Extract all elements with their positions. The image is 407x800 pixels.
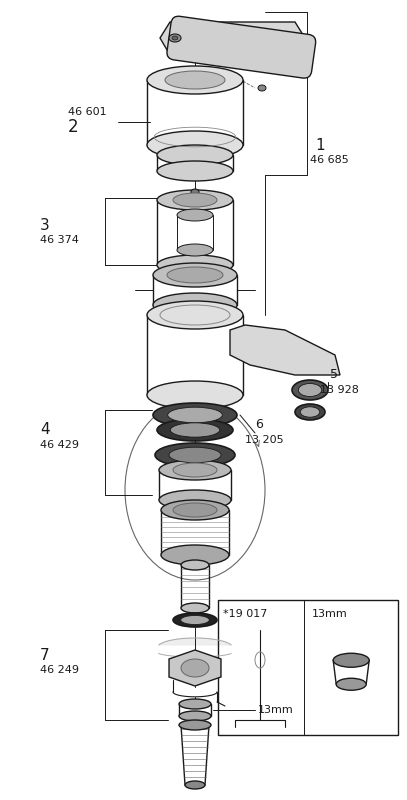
Ellipse shape [147, 381, 243, 409]
Ellipse shape [258, 85, 266, 91]
Ellipse shape [147, 131, 243, 159]
FancyBboxPatch shape [167, 16, 316, 78]
Text: 13 205: 13 205 [245, 435, 284, 445]
Ellipse shape [153, 293, 237, 317]
Ellipse shape [179, 720, 211, 730]
Bar [218, 600, 398, 735]
Text: 1: 1 [315, 138, 325, 153]
Ellipse shape [165, 71, 225, 89]
Ellipse shape [333, 654, 369, 667]
Ellipse shape [298, 383, 322, 397]
Ellipse shape [173, 463, 217, 477]
Ellipse shape [157, 145, 233, 165]
Ellipse shape [161, 545, 229, 565]
Text: 5: 5 [330, 369, 338, 382]
Ellipse shape [179, 699, 211, 709]
Ellipse shape [173, 503, 217, 517]
Ellipse shape [153, 263, 237, 287]
Ellipse shape [185, 781, 205, 789]
Ellipse shape [159, 490, 231, 510]
Text: 2: 2 [68, 118, 79, 136]
Ellipse shape [192, 73, 198, 77]
Text: 46 249: 46 249 [40, 665, 79, 675]
Text: 46 429: 46 429 [40, 440, 79, 450]
Ellipse shape [169, 447, 221, 462]
Ellipse shape [181, 560, 209, 570]
Ellipse shape [191, 189, 199, 195]
Ellipse shape [147, 301, 243, 329]
Ellipse shape [167, 267, 223, 283]
Ellipse shape [336, 678, 366, 690]
Ellipse shape [181, 659, 209, 677]
Ellipse shape [173, 193, 217, 207]
Text: 4: 4 [40, 422, 50, 438]
Ellipse shape [157, 161, 233, 181]
Text: 46 601: 46 601 [68, 107, 107, 117]
Ellipse shape [147, 66, 243, 94]
Ellipse shape [181, 603, 209, 613]
Text: 6: 6 [255, 418, 263, 431]
Ellipse shape [172, 36, 178, 40]
Ellipse shape [177, 209, 213, 221]
Ellipse shape [292, 380, 328, 400]
Ellipse shape [157, 190, 233, 210]
Text: 3: 3 [40, 218, 50, 233]
Polygon shape [230, 325, 340, 375]
Polygon shape [159, 638, 231, 645]
Text: 46 685: 46 685 [310, 155, 349, 165]
Ellipse shape [157, 419, 233, 441]
Ellipse shape [157, 255, 233, 275]
Ellipse shape [161, 500, 229, 520]
Text: 7: 7 [40, 647, 50, 662]
Text: 13 928: 13 928 [320, 385, 359, 395]
Text: 46 374: 46 374 [40, 235, 79, 245]
Ellipse shape [173, 613, 217, 627]
Ellipse shape [170, 423, 220, 437]
Polygon shape [160, 22, 305, 55]
Ellipse shape [179, 711, 211, 721]
Ellipse shape [295, 404, 325, 420]
Text: *19 017: *19 017 [223, 609, 267, 619]
Ellipse shape [159, 460, 231, 480]
Text: 13mm: 13mm [258, 705, 294, 715]
Text: 13mm: 13mm [312, 609, 347, 619]
Ellipse shape [168, 407, 222, 422]
Ellipse shape [177, 244, 213, 256]
Ellipse shape [153, 403, 237, 427]
Polygon shape [169, 650, 221, 686]
Ellipse shape [169, 34, 181, 42]
Ellipse shape [300, 406, 320, 418]
Ellipse shape [155, 443, 235, 467]
Ellipse shape [181, 615, 209, 625]
